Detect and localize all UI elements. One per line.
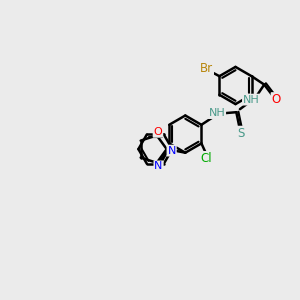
Text: S: S	[238, 127, 245, 140]
Text: O: O	[272, 93, 281, 106]
Text: N: N	[154, 161, 163, 171]
Text: N: N	[167, 146, 176, 156]
Text: Br: Br	[200, 61, 213, 75]
Text: O: O	[154, 127, 162, 137]
Text: Cl: Cl	[201, 152, 212, 165]
Text: NH: NH	[208, 108, 225, 118]
Text: NH: NH	[243, 94, 260, 105]
